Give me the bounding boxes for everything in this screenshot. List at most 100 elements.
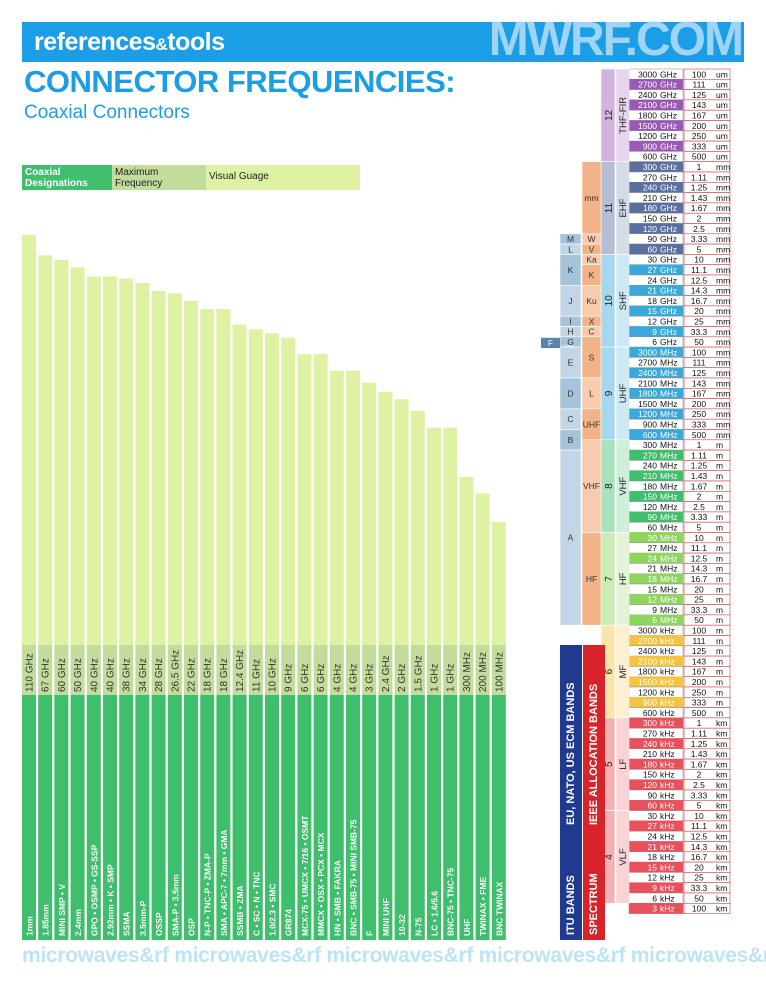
spectrum-frequency: 9 (652, 327, 657, 337)
page-subtitle: Coaxial Connectors (24, 102, 190, 123)
spectrum-wave-cell (683, 418, 731, 430)
connector-cell (443, 695, 458, 940)
spectrum-wavelength: 11.1 (691, 265, 707, 275)
spectrum-wave-cell (683, 192, 731, 204)
spectrum-wavelength-unit: km (716, 893, 727, 903)
connector-label: 10-32 (397, 914, 407, 936)
spectrum-wavelength: 3.33 (691, 512, 708, 522)
bar-base (216, 645, 231, 695)
spectrum-frequency-unit: GHz (660, 317, 677, 327)
spectrum-frequency-unit: GHz (660, 152, 677, 162)
ieee-band-cell (581, 284, 602, 317)
spectrum-wavelength: 5 (697, 523, 702, 533)
spectrum-freq-cell (628, 233, 684, 245)
spectrum-wave-cell (683, 779, 731, 791)
frequency-label: 1 GHz (430, 664, 441, 692)
ieee-band-cell (581, 243, 602, 255)
spectrum-wave-cell (683, 326, 731, 338)
spectrum-wavelength-unit: mm (716, 327, 730, 337)
ecm-band-label: J (568, 296, 572, 306)
spectrum-wavelength: 12.5 (691, 553, 708, 563)
spectrum-freq-cell (628, 130, 684, 142)
spectrum-frequency-unit: GHz (660, 183, 677, 193)
spectrum-frequency-unit: GHz (660, 90, 677, 100)
spectrum-frequency: 6 (652, 893, 657, 903)
itu-band-name-cell (615, 254, 630, 348)
spectrum-freq-cell (628, 861, 684, 873)
spectrum-frequency: 240 (643, 183, 657, 193)
spectrum-wave-cell (683, 212, 731, 224)
spectrum-freq-cell (628, 686, 684, 698)
spectrum-freq-cell (628, 151, 684, 162)
frequency-label: 18 GHz (219, 658, 230, 692)
spectrum-wavelength: 1.25 (691, 461, 708, 471)
bar-base (265, 645, 279, 695)
spectrum-wavelength: 16.7 (691, 574, 708, 584)
spectrum-wave-cell (683, 552, 731, 564)
connector-cell (491, 695, 506, 940)
spectrum-frequency-unit: GHz (660, 69, 677, 79)
bar (119, 278, 134, 645)
spectrum-frequency: 12 (648, 595, 658, 605)
connector-cell (22, 695, 36, 940)
spectrum-wave-cell (683, 799, 731, 811)
spectrum-frequency-unit: kHz (660, 873, 675, 883)
spectrum-frequency-unit: kHz (660, 656, 675, 666)
itu-band-name: VLF (618, 848, 629, 866)
itu-band-number-cell (600, 439, 616, 533)
spectrum-frequency: 150 (643, 214, 657, 224)
itu-band-number-cell (600, 346, 616, 441)
spectrum-freq-cell (628, 697, 684, 708)
spectrum-freq-cell (628, 830, 684, 842)
connector-label: BNC-75 • TNC-75 (446, 868, 456, 936)
ecm-band-label: D (567, 388, 573, 398)
spectrum-frequency-unit: MHz (660, 605, 677, 615)
connector-cell (346, 695, 360, 940)
spectrum-freq-cell (628, 120, 684, 132)
spectrum-freq-cell (628, 336, 684, 348)
spectrum-freq-cell (628, 388, 684, 399)
spectrum-freq-cell (628, 305, 684, 317)
spectrum-freq-cell (628, 161, 684, 173)
spectrum-frequency: 2100 (638, 100, 657, 110)
spectrum-wavelength-unit: m (716, 615, 723, 625)
spectrum-freq-cell (628, 315, 684, 327)
connector-label: GR874 (284, 909, 294, 936)
spectrum-frequency-unit: kHz (660, 904, 675, 914)
spectrum-wave-cell (683, 521, 731, 533)
bar (362, 382, 377, 645)
ecm-band-cell (559, 326, 582, 338)
itu-band-name: HF (618, 572, 629, 585)
bar (491, 522, 506, 645)
ecm-band-label: M (567, 234, 574, 244)
spectrum-freq-cell (628, 202, 684, 214)
spectrum-wavelength-unit: mm (716, 203, 730, 213)
spectrum-freq-cell (628, 573, 684, 585)
ieee-band-cell (581, 408, 602, 441)
connector-cell (232, 695, 247, 940)
spectrum-wavelength: 1.43 (691, 749, 708, 759)
spectrum-wave-cell (683, 573, 731, 585)
spectrum-frequency-unit: GHz (660, 121, 677, 131)
connector-label: OSP (187, 918, 197, 936)
frequency-label: 12.4 GHz (235, 650, 246, 692)
spectrum-freq-cell (628, 192, 684, 204)
itu-band-number-cell (600, 532, 616, 626)
spectrum-frequency: 120 (643, 224, 657, 234)
ieee-band-cell (581, 377, 602, 410)
frequency-label: 2 GHz (397, 664, 408, 692)
spectrum-wavelength: 1.11 (691, 172, 707, 182)
spectrum-freq-cell (628, 614, 684, 626)
spectrum-wavelength-unit: m (716, 512, 723, 522)
bar (200, 309, 215, 645)
spectrum-wavelength: 50 (694, 893, 704, 903)
spectrum-wave-cell (683, 717, 731, 729)
spectrum-wave-cell (683, 233, 731, 245)
spectrum-wavelength: 1 (697, 162, 702, 172)
spectrum-frequency: 21 (648, 286, 658, 296)
frequency-label: 2.4 GHz (381, 655, 392, 692)
spectrum-wave-cell (683, 769, 731, 781)
spectrum-wavelength: 200 (692, 121, 706, 131)
connector-cell (362, 695, 377, 940)
spectrum-freq-cell (628, 480, 684, 492)
